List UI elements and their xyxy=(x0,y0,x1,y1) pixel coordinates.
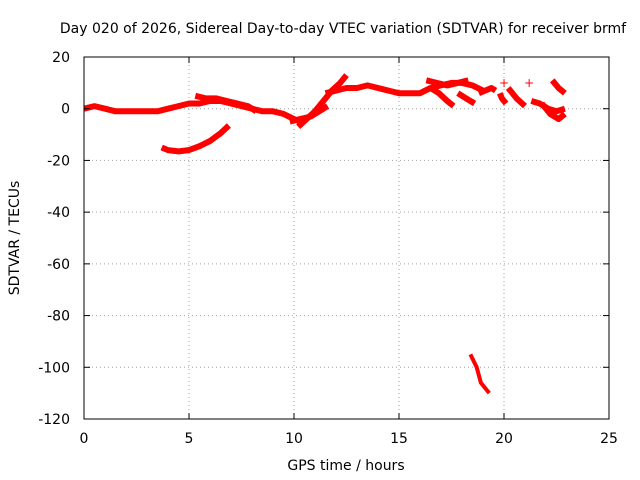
series-track-fragment-a xyxy=(477,85,498,96)
y-axis-label: SDTVAR / TECUs xyxy=(7,181,23,296)
y-tick-label: -80 xyxy=(47,309,70,325)
y-tick-label: 20 xyxy=(52,50,70,66)
series-track-main-early xyxy=(83,98,302,125)
series-track-fragment-b xyxy=(497,92,509,106)
x-tick-label: 5 xyxy=(185,431,194,447)
series-track-fragment-c xyxy=(505,86,528,109)
series-track-dip xyxy=(428,85,456,109)
y-tick-labels: -120 -100 -80 -60 -40 -20 0 20 xyxy=(38,50,70,428)
series-track-fragment-f xyxy=(549,78,567,96)
plot-frame xyxy=(83,56,610,420)
chart-title: Day 020 of 2026, Sidereal Day-to-day VTE… xyxy=(60,21,627,37)
x-tick-label: 0 xyxy=(80,431,89,447)
series-track-low-arc xyxy=(160,123,231,155)
series-track-fragment-e xyxy=(539,101,567,123)
y-tick-label: -60 xyxy=(47,257,70,273)
axis-ticks xyxy=(83,56,610,420)
y-tick-label: -120 xyxy=(38,412,70,428)
x-tick-label: 25 xyxy=(600,431,618,447)
x-tick-label: 10 xyxy=(285,431,303,447)
data-point-marker: + xyxy=(524,76,534,90)
x-tick-label: 15 xyxy=(390,431,408,447)
series-track-offset-upper xyxy=(194,92,258,114)
data-point-marker: + xyxy=(499,76,509,90)
y-tick-label: -40 xyxy=(47,205,70,221)
series-track-outlier-drop xyxy=(468,353,491,395)
y-tick-label: 0 xyxy=(61,102,70,118)
series-track-dip-2 xyxy=(456,90,477,107)
isolated-points: ++ xyxy=(499,76,534,90)
series-track-upper-band xyxy=(425,77,470,89)
x-tick-labels: 0 5 10 15 20 25 xyxy=(80,431,618,447)
y-tick-label: -20 xyxy=(47,153,70,169)
series-track-rise-2 xyxy=(289,103,330,125)
x-axis-label: GPS time / hours xyxy=(287,458,404,474)
data-series xyxy=(83,73,567,395)
y-tick-label: -100 xyxy=(38,360,70,376)
x-tick-label: 20 xyxy=(495,431,513,447)
